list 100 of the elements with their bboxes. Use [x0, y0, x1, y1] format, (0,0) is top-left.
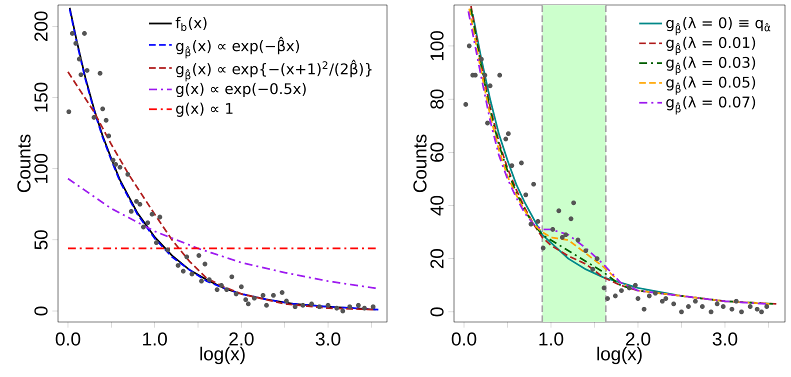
- y-tick-label: 200: [34, 11, 48, 41]
- point: [316, 304, 322, 310]
- point: [370, 304, 376, 310]
- point: [66, 109, 72, 114]
- point: [700, 304, 705, 309]
- point: [764, 304, 770, 309]
- point: [356, 302, 361, 308]
- point: [568, 216, 574, 222]
- point: [70, 31, 75, 36]
- point: [145, 220, 150, 226]
- y-tick-label: 150: [34, 82, 48, 112]
- point: [104, 118, 109, 123]
- point: [531, 182, 536, 187]
- point: [519, 160, 524, 166]
- x-axis-title: log(x): [200, 346, 245, 364]
- legend-label: g$_{β̂}$(λ = 0.03): [666, 56, 756, 75]
- point: [576, 238, 580, 242]
- legend-label: g$_{β̂}$(λ = 0.07): [666, 96, 756, 114]
- point: [113, 162, 118, 167]
- point: [528, 222, 534, 227]
- point: [362, 306, 367, 311]
- x-tick-label: 0.0: [452, 332, 476, 346]
- point: [206, 277, 212, 282]
- point: [563, 232, 568, 238]
- point: [118, 164, 122, 170]
- point: [309, 302, 314, 306]
- point: [488, 83, 493, 88]
- point: [671, 302, 676, 306]
- point: [734, 298, 739, 304]
- point: [82, 31, 87, 36]
- point: [482, 72, 488, 78]
- x-tick-label: 2.0: [626, 332, 650, 346]
- point: [730, 306, 734, 312]
- point: [759, 309, 764, 314]
- point: [590, 266, 596, 272]
- point: [642, 306, 646, 312]
- point: [583, 248, 588, 254]
- point: [540, 246, 546, 250]
- point: [506, 131, 511, 136]
- point: [214, 287, 220, 292]
- point: [708, 309, 714, 314]
- y-tick-label: 0: [34, 306, 48, 316]
- point: [157, 214, 162, 220]
- point: [100, 106, 106, 112]
- point: [150, 212, 154, 217]
- point: [125, 172, 130, 177]
- point: [686, 304, 691, 309]
- y-tick-label: 0: [430, 307, 444, 316]
- point: [280, 290, 285, 295]
- point: [626, 286, 632, 290]
- point: [229, 274, 234, 280]
- point: [679, 309, 684, 314]
- point: [224, 287, 230, 292]
- point: [619, 288, 624, 294]
- point: [556, 208, 562, 214]
- point: [326, 302, 330, 308]
- point: [612, 294, 618, 298]
- legend-label: f$_{b}$(x): [176, 16, 207, 31]
- point: [190, 272, 194, 276]
- point: [550, 227, 556, 232]
- point: [605, 296, 610, 301]
- point: [340, 308, 346, 314]
- point: [463, 102, 468, 107]
- y-tick-label: 80: [430, 89, 444, 109]
- point: [739, 309, 744, 314]
- point: [466, 44, 472, 48]
- point: [176, 263, 180, 268]
- x-tick-label: 2.0: [229, 332, 254, 346]
- point: [219, 283, 224, 288]
- point: [594, 256, 600, 262]
- point: [260, 292, 266, 298]
- point: [748, 304, 753, 309]
- y-tick-label: 40: [430, 196, 444, 216]
- point: [503, 136, 508, 142]
- point: [76, 56, 82, 62]
- point: [234, 292, 239, 296]
- legend-label: g(x) ∝ exp(−0.5x): [176, 82, 306, 98]
- point: [300, 302, 306, 308]
- point: [134, 199, 139, 204]
- line-series: [67, 178, 377, 290]
- y-tick-label: 60: [430, 142, 444, 162]
- point: [180, 268, 186, 274]
- point: [632, 282, 638, 288]
- point: [199, 278, 204, 284]
- legend-label: g$_{β̂}$(x) ∝ exp(−β̂x): [176, 36, 300, 58]
- point: [646, 294, 652, 298]
- point: [292, 304, 298, 310]
- point: [154, 240, 159, 246]
- point: [246, 302, 251, 306]
- point: [754, 306, 760, 312]
- point: [536, 219, 540, 224]
- legend-label: g$_{β̂}$(λ = 0) ≡ q$_{α̂}$: [666, 16, 770, 36]
- point: [720, 304, 726, 309]
- x-tick-label: 3.0: [316, 332, 340, 346]
- point: [106, 134, 112, 138]
- y-axis-title: Counts: [413, 134, 427, 192]
- point: [73, 41, 78, 46]
- point: [238, 284, 244, 290]
- point: [110, 158, 116, 163]
- point: [347, 304, 352, 310]
